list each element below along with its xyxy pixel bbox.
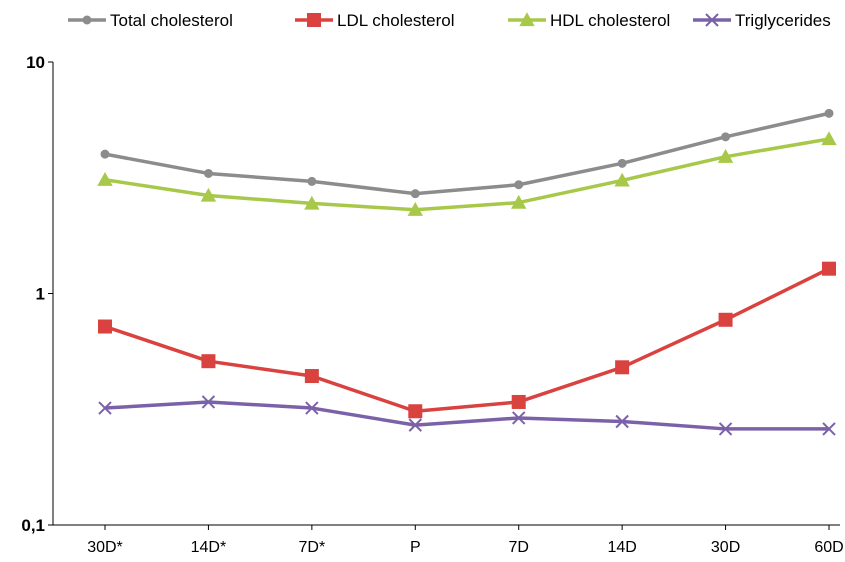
legend-swatch-marker <box>82 15 92 25</box>
data-point <box>203 168 213 178</box>
data-point <box>407 202 423 216</box>
data-point <box>617 158 627 168</box>
legend-item: Triglycerides <box>693 11 831 30</box>
data-point <box>304 369 319 384</box>
legend-label: LDL cholesterol <box>337 11 455 30</box>
legend-label: HDL cholesterol <box>550 11 670 30</box>
x-tick-label: P <box>410 539 421 556</box>
legend-item: HDL cholesterol <box>508 11 670 30</box>
data-point <box>98 319 112 334</box>
legend-swatch-marker <box>519 12 535 27</box>
legend-swatch-marker <box>705 13 719 27</box>
x-tick-label: 30D* <box>87 539 123 556</box>
series-x <box>98 395 836 436</box>
data-point <box>408 418 422 432</box>
data-point <box>615 360 630 375</box>
data-point <box>721 132 731 142</box>
data-point <box>824 108 834 118</box>
y-tick-label: 10 <box>26 53 45 72</box>
legend-item: Total cholesterol <box>68 11 233 30</box>
data-point <box>100 149 110 159</box>
legend: Total cholesterol LDL cholesterol HDL chol… <box>68 11 831 30</box>
data-point <box>410 189 420 199</box>
data-point <box>305 401 319 415</box>
data-point <box>97 172 113 186</box>
legend-label: Total cholesterol <box>110 11 233 30</box>
series-circle <box>100 108 834 199</box>
legend-swatch-marker <box>307 13 321 27</box>
legend-item: LDL cholesterol <box>295 11 455 30</box>
series-layer <box>97 108 837 436</box>
data-point <box>304 195 320 210</box>
series-line <box>104 137 830 212</box>
data-point <box>821 131 837 146</box>
data-point <box>718 312 733 327</box>
x-tick-label: 60D <box>814 539 843 556</box>
data-point <box>98 401 112 415</box>
data-point <box>512 411 526 425</box>
data-point <box>514 180 524 190</box>
axes: 10 1 0,1 30D* 14D* 7D* P 7D 14D 30D 60D <box>21 53 843 556</box>
data-point <box>307 176 317 186</box>
x-tick-label: 14D <box>607 539 636 556</box>
data-point <box>200 187 217 202</box>
x-tick-label: 14D* <box>191 539 227 556</box>
y-tick-label: 1 <box>36 285 45 304</box>
series-line <box>104 267 830 413</box>
data-point <box>614 172 630 187</box>
data-point <box>201 395 216 409</box>
data-point <box>717 148 734 163</box>
data-point <box>511 394 526 409</box>
data-point <box>511 194 527 209</box>
data-point <box>718 422 733 436</box>
series-line <box>104 111 830 196</box>
data-point <box>822 261 836 276</box>
legend-label: Triglycerides <box>735 11 831 30</box>
x-tick-label: 7D* <box>299 539 326 556</box>
y-tick-label: 0,1 <box>21 516 45 535</box>
data-point <box>822 422 836 436</box>
series-triangle <box>97 131 837 216</box>
x-tick-label: 30D <box>711 539 740 556</box>
data-point <box>615 414 629 429</box>
series-line <box>104 400 829 431</box>
series-square <box>98 261 836 419</box>
x-tick-label: 7D <box>508 539 528 556</box>
data-point <box>408 404 423 419</box>
data-point <box>201 354 216 369</box>
